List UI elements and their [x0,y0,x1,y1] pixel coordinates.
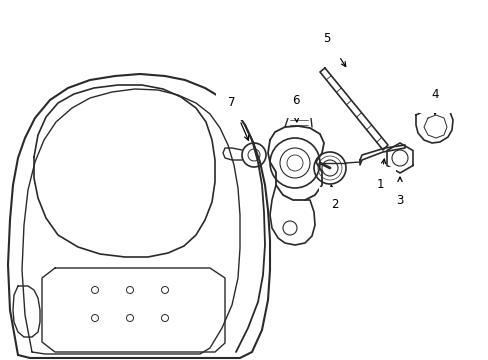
Text: 3: 3 [395,177,403,207]
Text: 2: 2 [329,185,338,211]
Text: 4: 4 [430,89,438,114]
Text: 7: 7 [228,95,248,140]
Text: 1: 1 [375,159,385,192]
Text: 6: 6 [292,94,299,122]
Text: 5: 5 [323,31,345,67]
